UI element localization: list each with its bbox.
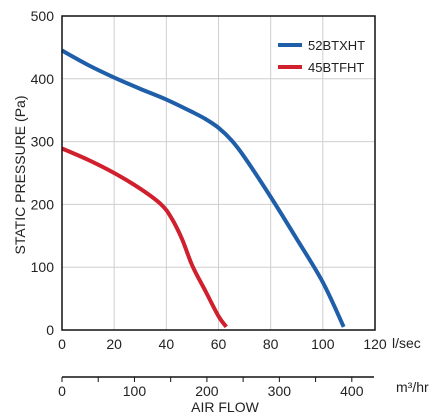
- x-tick-labels: 0 20 40 60 80 100 120: [58, 336, 387, 352]
- legend-label: 52BTXHT: [308, 38, 365, 53]
- x-tick-label: 80: [263, 336, 279, 352]
- x-axis-label: AIR FLOW: [191, 399, 259, 414]
- y-axis-label: STATIC PRESSURE (Pa): [12, 96, 28, 255]
- y-tick-label: 300: [31, 134, 55, 150]
- x-axis-unit: l/sec: [392, 335, 421, 351]
- x2-tick-label: 200: [195, 383, 219, 399]
- y-tick-label: 0: [46, 322, 54, 338]
- x-tick-label: 20: [106, 336, 122, 352]
- x2-tick-label: 400: [340, 383, 364, 399]
- legend-label: 45BTFHT: [308, 60, 364, 75]
- y-tick-label: 500: [31, 8, 55, 24]
- x-tick-label: 40: [159, 336, 175, 352]
- x2-tick-label: 300: [268, 383, 292, 399]
- plot-frame: [61, 15, 376, 331]
- x2-tick-label: 0: [58, 383, 66, 399]
- x2-axis-unit: m³/hr: [396, 379, 429, 395]
- x2-tick-label: 100: [123, 383, 147, 399]
- series-layer: [61, 48, 346, 329]
- secondary-x-axis: 0 100 200 300 400: [58, 376, 374, 399]
- x-tick-label: 0: [58, 336, 66, 352]
- series-line-45BTFHT: [61, 146, 228, 329]
- x-tick-label: 60: [211, 336, 227, 352]
- series-line-52BTXHT: [61, 48, 346, 328]
- x-tick-label: 100: [311, 336, 335, 352]
- y-tick-label: 200: [31, 196, 55, 212]
- y-tick-label: 400: [31, 71, 55, 87]
- y-tick-labels: 0 100 200 300 400 500: [31, 8, 55, 338]
- legend: 52BTXHT 45BTFHT: [278, 38, 365, 75]
- grid: [62, 16, 375, 330]
- x-tick-label: 120: [363, 336, 387, 352]
- y-tick-label: 100: [31, 259, 55, 275]
